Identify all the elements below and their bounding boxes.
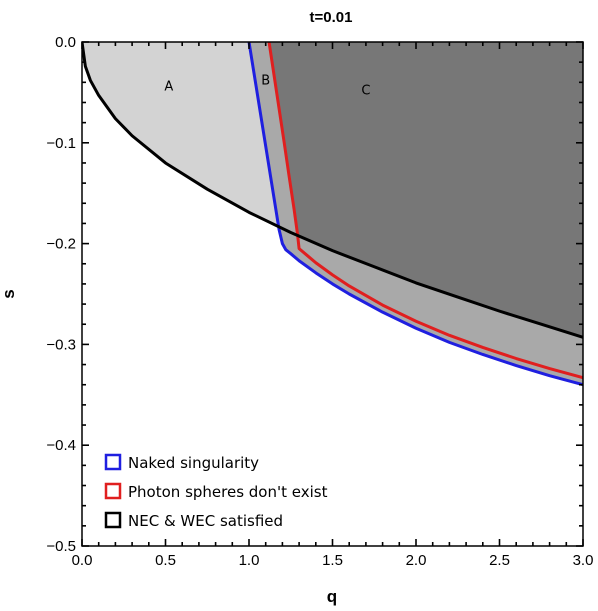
series-line-2	[82, 42, 583, 339]
y-tick-label: −0.3	[46, 336, 76, 353]
legend: Naked singularity Photon spheres don't ex…	[104, 453, 328, 530]
y-tick-label: −0.5	[46, 538, 76, 555]
region-label-a: A	[164, 79, 173, 94]
series-line-1	[267, 42, 583, 380]
chart-title: t=0.01	[310, 9, 353, 26]
x-tick-label: 0.5	[155, 552, 176, 569]
x-tick-labels: 0.0 0.5 1.0 1.5 2.0 2.5 3.0	[72, 552, 594, 569]
legend-label: Photon spheres don't exist	[128, 483, 328, 501]
legend-label: Naked singularity	[128, 454, 259, 472]
x-tick-label: 0.0	[72, 552, 93, 569]
x-tick-label: 3.0	[573, 552, 594, 569]
region-label-b: B	[261, 73, 270, 88]
x-tick-label: 2.5	[489, 552, 510, 569]
y-tick-label: −0.4	[46, 437, 76, 454]
axis-ticks	[81, 41, 584, 547]
series-line-0	[247, 42, 583, 387]
legend-label: NEC & WEC satisfied	[128, 512, 283, 530]
legend-swatch	[104, 511, 122, 529]
x-axis-title: q	[327, 587, 337, 606]
legend-swatch	[104, 453, 122, 471]
region-labels: A B C	[164, 73, 370, 98]
y-tick-label: 0.0	[55, 34, 76, 51]
y-tick-label: −0.2	[46, 236, 76, 253]
y-axis-title: s	[0, 289, 18, 298]
y-tick-labels: 0.0 −0.1 −0.2 −0.3 −0.4 −0.5	[46, 34, 76, 555]
x-tick-label: 1.5	[322, 552, 343, 569]
series-lines	[82, 42, 583, 387]
shaded-regions	[82, 42, 583, 546]
x-tick-label: 2.0	[406, 552, 427, 569]
y-tick-label: −0.1	[46, 135, 76, 152]
region-label-c: C	[361, 83, 370, 98]
region-c	[269, 42, 583, 338]
legend-swatch	[104, 482, 122, 500]
x-tick-label: 1.0	[239, 552, 260, 569]
